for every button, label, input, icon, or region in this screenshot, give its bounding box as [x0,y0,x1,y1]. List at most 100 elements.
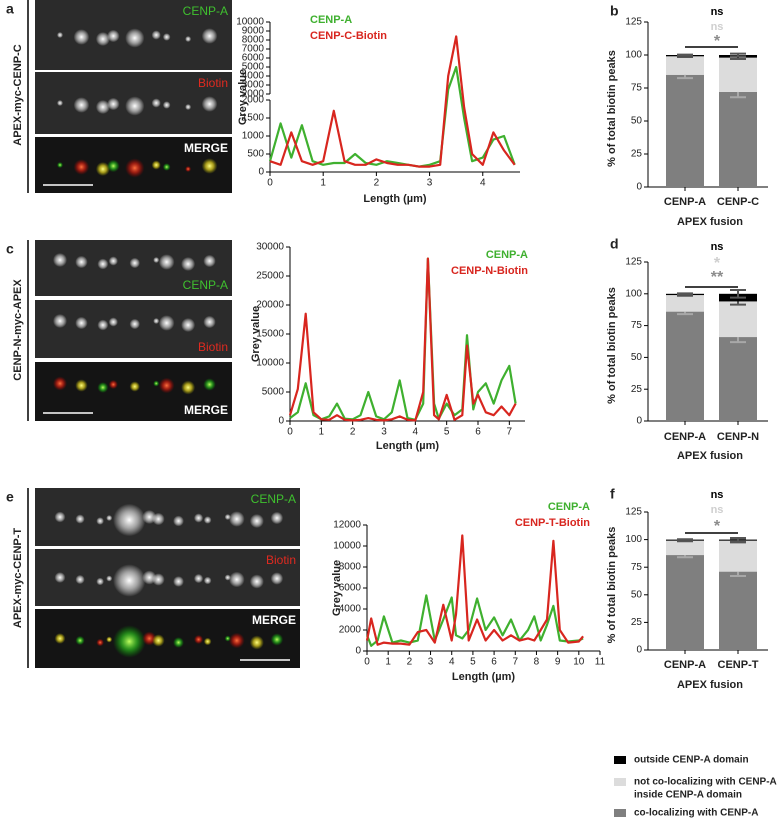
spot [203,516,212,524]
bar-segment [719,337,757,421]
spot [270,511,284,525]
spot [228,511,245,527]
y-tick-label: 25 [631,149,643,160]
spot [108,317,118,327]
spot [97,258,109,270]
spot [203,576,212,585]
profile-line [288,257,517,422]
spot [162,101,171,109]
spot [193,634,204,645]
spot [249,514,264,528]
spot [53,376,67,391]
y-axis-label: % of total biotin peaks [606,50,618,167]
spot [54,572,66,583]
spot [153,380,160,387]
bar-segment [719,57,757,92]
spot [108,256,118,266]
row-label: CENP-N-myc-APEX [12,279,24,381]
x-tick-label: 2 [407,657,413,668]
spot [152,573,165,586]
y-tick-label: 0 [355,646,361,657]
x-tick-label: 9 [555,657,561,668]
spot [270,633,284,646]
spot [162,33,171,41]
panel-letter: a [6,1,14,17]
spot [181,318,196,332]
spot [97,319,109,331]
spot [203,254,216,268]
x-axis-label: Length (µm) [376,440,439,452]
y-tick-label: 0 [636,182,642,193]
x-tick-label: 3 [427,178,433,189]
significance-label: * [714,518,721,535]
spot [129,257,140,269]
x-tick-label: 4 [480,178,486,189]
spot [107,97,120,111]
x-tick-label: CENP-T [718,659,759,671]
y-tick-label: 25 [631,617,643,628]
spot [185,36,192,42]
x-tick-label: 3 [381,427,387,438]
bar-segment [666,540,704,556]
spot [158,377,175,394]
y-tick-label: 4000 [339,604,362,615]
y-tick-label: 1000 [242,131,265,142]
y-tick-label: 4000 [242,71,265,82]
legend-swatch [614,809,626,817]
spot [152,512,165,526]
y-tick-label: 10000 [333,541,361,552]
bar-segment [666,555,704,650]
spot [270,572,284,585]
y-tick-label: 25 [631,384,643,395]
y-tick-label: 25000 [256,271,284,282]
error-bar [677,538,693,541]
y-tick-label: 10000 [256,358,284,369]
y-tick-label: 8000 [339,562,362,573]
image-label: CENP-A [251,492,296,506]
image-label: CENP-A [183,278,228,292]
y-axis-label: % of total biotin peaks [606,527,618,644]
profile-line [365,594,584,647]
spot [193,573,204,584]
profile-line [269,35,516,168]
spot [173,515,184,527]
legend-label: CENP-A [486,249,528,261]
y-tick-label: 0 [636,416,642,427]
spot [181,257,196,271]
x-tick-label: 6 [475,427,481,438]
y-tick-label: 500 [247,149,264,160]
y-tick-label: 100 [625,534,642,545]
spot [73,29,90,45]
spot [158,254,175,270]
legend-label: CENP-C-Biotin [310,30,387,42]
spot [53,253,67,267]
spot [96,517,104,525]
spot [53,314,67,328]
legend-label: inside CENP-A domain [634,790,742,801]
y-tick-label: 75 [631,83,643,94]
x-tick-label: 0 [287,427,293,438]
spot [54,511,66,523]
spot [107,159,120,173]
spot [151,30,161,40]
spot [75,379,88,392]
image-label: Biotin [198,76,228,90]
x-tick-label: 4 [413,427,419,438]
spot [57,32,63,38]
spot [201,96,218,112]
y-tick-label: 50 [631,352,643,363]
spot [162,163,171,171]
error-bar [730,536,746,543]
spot [106,515,113,521]
y-tick-label: 75 [631,562,643,573]
y-tick-label: 0 [258,167,264,178]
x-tick-label: 1 [320,178,326,189]
y-tick-label: 0 [636,645,642,656]
spot [54,633,66,644]
x-tick-label: 3 [428,657,434,668]
spot [113,564,146,597]
y-tick-label: 0 [278,416,284,427]
image-label: MERGE [184,141,228,155]
y-tick-label: 125 [625,17,642,28]
